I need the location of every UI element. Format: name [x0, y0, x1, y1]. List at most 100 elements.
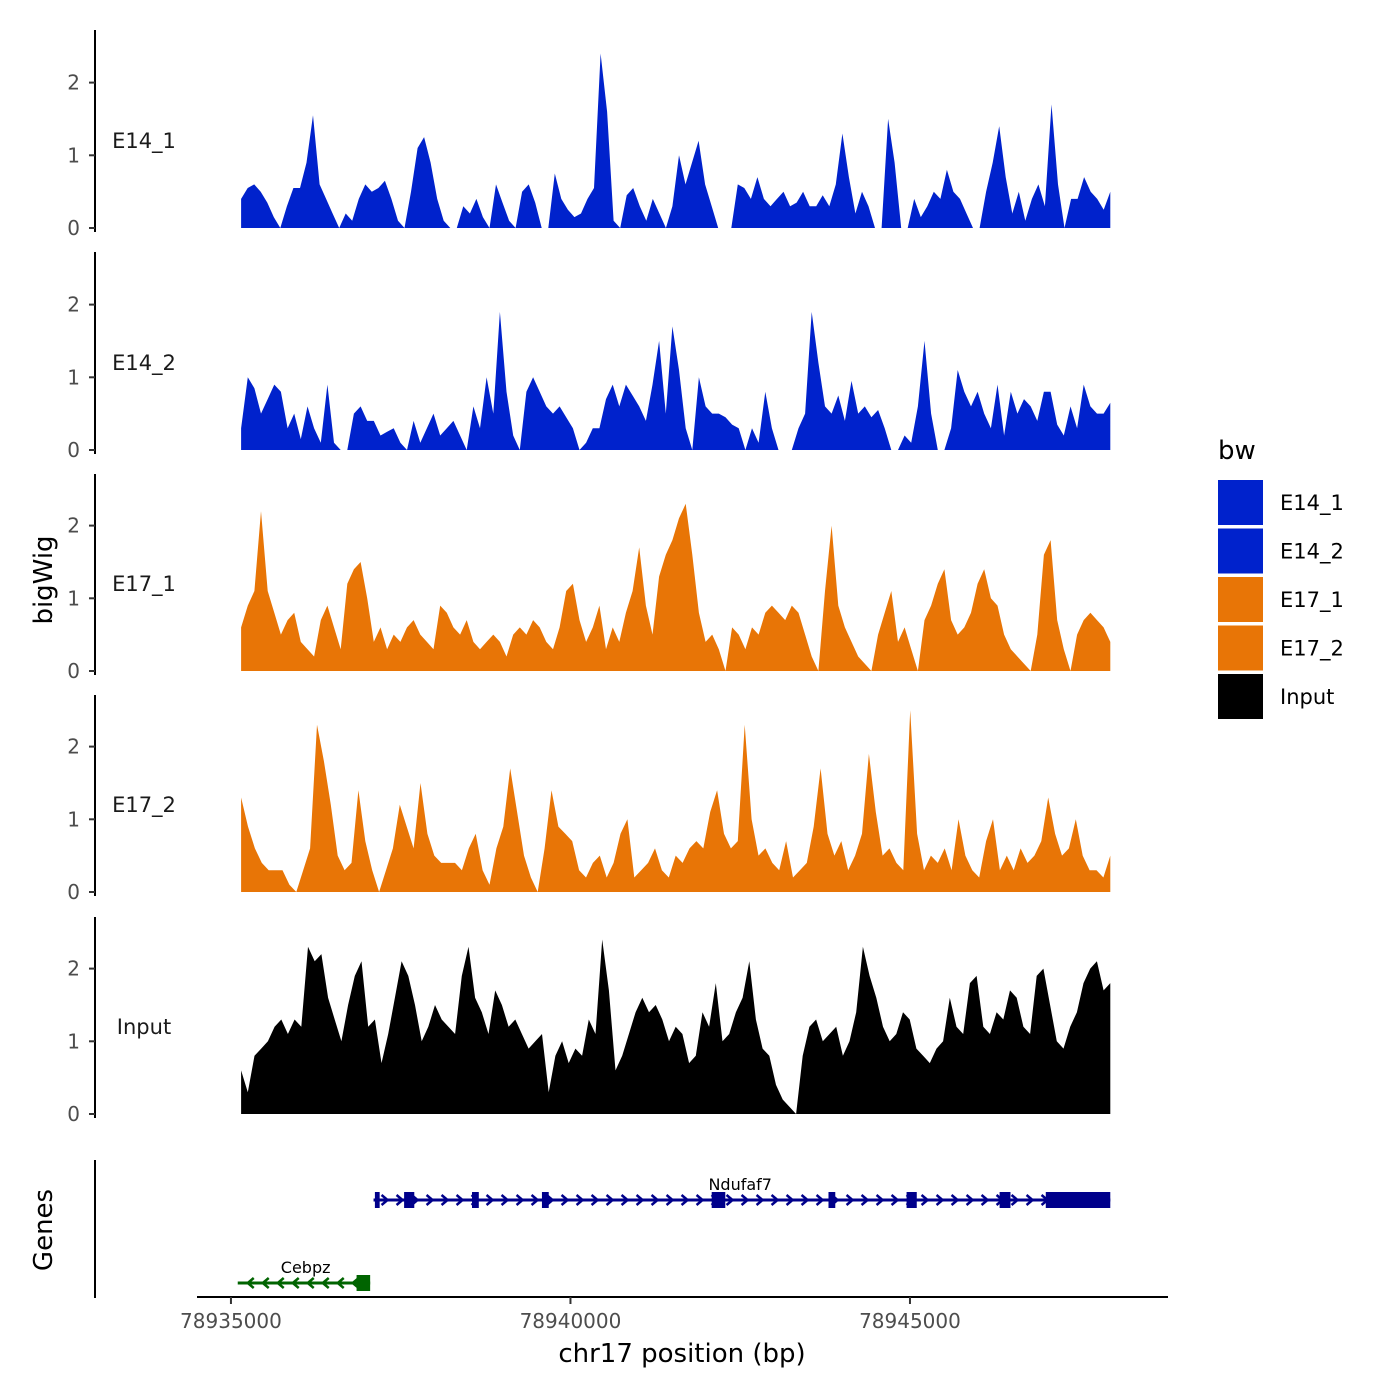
strand-arrow-Ndufaf7: [635, 1194, 645, 1206]
track-E17_2: 0 1 2 E17_2: [67, 695, 1111, 904]
strand-arrow-Ndufaf7: [695, 1194, 705, 1206]
strand-arrow-Ndufaf7: [605, 1194, 615, 1206]
gene-label-Ndufaf7: Ndufaf7: [708, 1175, 772, 1194]
exon-Cebpz-0: [356, 1275, 371, 1291]
strand-arrow-Cebpz: [335, 1277, 345, 1289]
track-E14_2: 0 1 2 E14_2: [67, 252, 1111, 462]
signal-area-E17_1: [241, 503, 1111, 671]
strand-arrow-Ndufaf7: [680, 1194, 690, 1206]
legend-label-Input: Input: [1280, 685, 1334, 709]
strand-arrow-Ndufaf7: [845, 1194, 855, 1206]
legend-label-E17_1: E17_1: [1280, 588, 1344, 613]
y-tick-label-E17_1-2: 2: [67, 514, 80, 538]
y-tick-label-Input-0: 0: [67, 1102, 80, 1126]
legend-swatch-E17_2: [1218, 625, 1263, 671]
strand-arrow-Ndufaf7: [785, 1194, 795, 1206]
strand-arrow-Ndufaf7: [455, 1194, 465, 1206]
exon-Ndufaf7-7: [999, 1192, 1011, 1208]
y-tick-label-Input-2: 2: [67, 957, 80, 981]
strand-arrow-Ndufaf7: [485, 1194, 495, 1206]
strand-arrow-Ndufaf7: [875, 1194, 885, 1206]
legend-swatch-Input: [1218, 674, 1263, 719]
y-tick-label-Input-1: 1: [67, 1029, 80, 1053]
strand-arrow-Ndufaf7: [380, 1194, 390, 1206]
strand-arrow-Ndufaf7: [980, 1194, 990, 1206]
signal-area-E14_1: [241, 53, 1111, 228]
gene-track-title: Genes: [29, 1189, 59, 1271]
x-tick-label-2: 78945000: [859, 1309, 961, 1333]
exon-Ndufaf7-2: [472, 1192, 479, 1208]
y-tick-label-E17_2-2: 2: [67, 735, 80, 759]
strand-arrow-Ndufaf7: [500, 1194, 510, 1206]
exon-Ndufaf7-8: [1045, 1192, 1111, 1208]
signal-tracks: 0 1 2 E14_1 0 1 2 E14_2 0 1 2 E17_1 0 1 2 E17_2 0 1 2 Input: [67, 30, 1111, 1126]
strand-arrow-Ndufaf7: [740, 1194, 750, 1206]
strand-arrow-Ndufaf7: [1010, 1194, 1020, 1206]
exon-Ndufaf7-4: [711, 1192, 726, 1208]
strand-arrow-Cebpz: [245, 1277, 255, 1289]
strand-arrow-Cebpz: [275, 1277, 285, 1289]
strand-arrow-Ndufaf7: [725, 1194, 735, 1206]
track-label-E14_2: E14_2: [112, 351, 176, 376]
strand-arrow-Ndufaf7: [890, 1194, 900, 1206]
exon-Ndufaf7-5: [828, 1192, 836, 1208]
y-axis-title: bigWig: [29, 535, 59, 624]
legend-swatch-E17_1: [1218, 577, 1263, 622]
strand-arrow-Ndufaf7: [395, 1194, 405, 1206]
track-E14_1: 0 1 2 E14_1: [67, 30, 1111, 240]
strand-arrow-Ndufaf7: [560, 1194, 570, 1206]
strand-arrow-Cebpz: [290, 1277, 300, 1289]
y-tick-label-E17_1-0: 0: [67, 659, 80, 683]
strand-arrow-Ndufaf7: [860, 1194, 870, 1206]
y-tick-label-E17_1-1: 1: [67, 586, 80, 610]
y-tick-label-E17_2-0: 0: [67, 880, 80, 904]
gene-Cebpz: Cebpz: [237, 1258, 371, 1291]
x-axis: 78935000 78940000 78945000: [180, 1296, 1168, 1333]
y-tick-label-E14_2-2: 2: [67, 293, 80, 317]
strand-arrow-Cebpz: [260, 1277, 270, 1289]
strand-arrow-Ndufaf7: [440, 1194, 450, 1206]
x-tick-label-1: 78940000: [520, 1309, 622, 1333]
track-Input: 0 1 2 Input: [67, 917, 1111, 1126]
gene-track: Ndufaf7 Cebpz: [94, 1160, 1111, 1298]
legend-title: bw: [1218, 436, 1256, 466]
strand-arrow-Ndufaf7: [800, 1194, 810, 1206]
y-tick-label-E14_1-1: 1: [67, 143, 80, 167]
strand-arrow-Ndufaf7: [1025, 1194, 1035, 1206]
strand-arrow-Cebpz: [305, 1277, 315, 1289]
strand-arrow-Ndufaf7: [650, 1194, 660, 1206]
signal-area-E17_2: [241, 710, 1111, 892]
signal-area-Input: [241, 939, 1111, 1114]
track-label-E14_1: E14_1: [112, 129, 176, 154]
track-label-E17_1: E17_1: [112, 572, 176, 597]
strand-arrow-Ndufaf7: [425, 1194, 435, 1206]
gene-Ndufaf7: Ndufaf7: [373, 1175, 1111, 1208]
legend-label-E17_2: E17_2: [1280, 637, 1344, 662]
track-label-Input: Input: [117, 1015, 171, 1039]
strand-arrow-Ndufaf7: [755, 1194, 765, 1206]
strand-arrow-Ndufaf7: [590, 1194, 600, 1206]
y-tick-label-E14_2-1: 1: [67, 365, 80, 389]
x-axis-title: chr17 position (bp): [558, 1339, 805, 1369]
strand-arrow-Cebpz: [320, 1277, 330, 1289]
legend-swatch-E14_2: [1218, 528, 1263, 574]
y-tick-label-E17_2-1: 1: [67, 807, 80, 831]
legend-label-E14_2: E14_2: [1280, 540, 1344, 565]
track-E17_1: 0 1 2 E17_1: [67, 474, 1111, 683]
y-tick-label-E14_1-2: 2: [67, 71, 80, 95]
exon-Ndufaf7-6: [906, 1192, 917, 1208]
exon-Ndufaf7-3: [541, 1192, 549, 1208]
y-tick-label-E14_2-0: 0: [67, 438, 80, 462]
signal-area-E14_2: [241, 311, 1111, 450]
strand-arrow-Ndufaf7: [575, 1194, 585, 1206]
y-tick-label-E14_1-0: 0: [67, 216, 80, 240]
exon-Ndufaf7-0: [374, 1192, 380, 1208]
strand-arrow-Ndufaf7: [515, 1194, 525, 1206]
strand-arrow-Ndufaf7: [530, 1194, 540, 1206]
x-tick-label-0: 78935000: [180, 1309, 282, 1333]
strand-arrow-Ndufaf7: [920, 1194, 930, 1206]
gene-label-Cebpz: Cebpz: [281, 1258, 331, 1277]
strand-arrow-Ndufaf7: [935, 1194, 945, 1206]
legend-label-E14_1: E14_1: [1280, 491, 1344, 516]
